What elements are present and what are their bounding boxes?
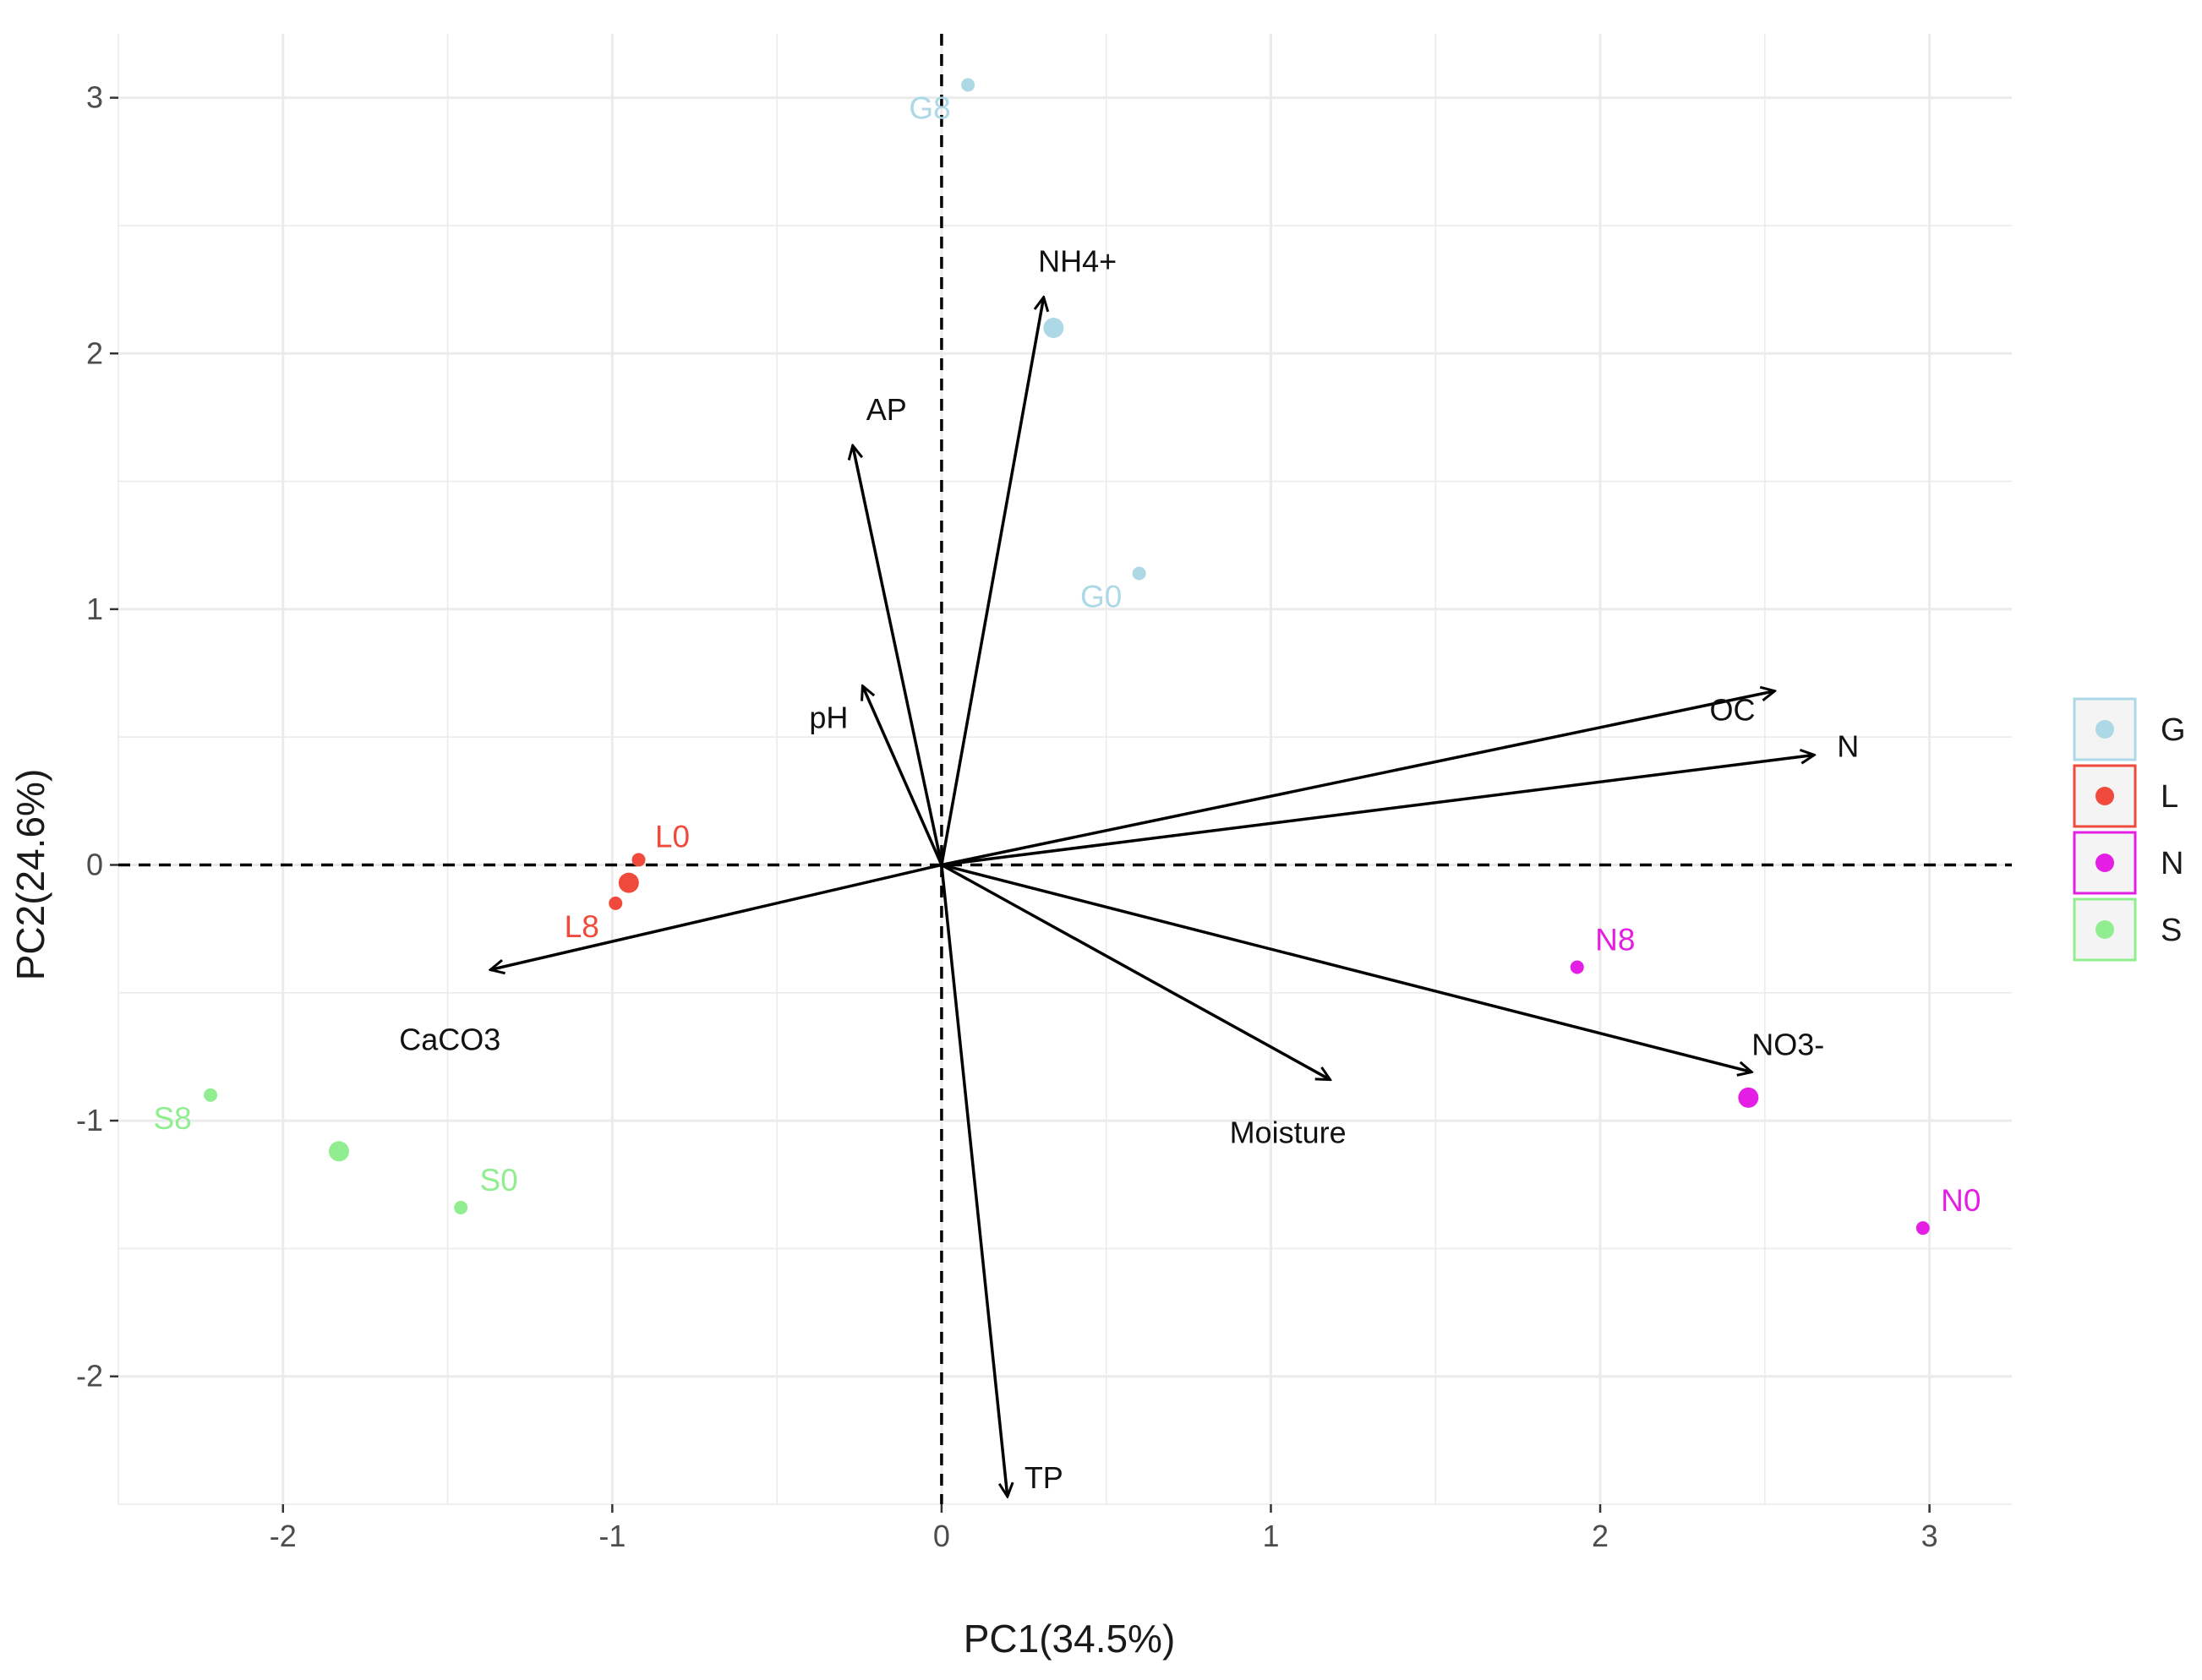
x-tick-label: 1 bbox=[1262, 1519, 1279, 1553]
sample-point bbox=[1915, 1221, 1930, 1235]
group-centroid-point bbox=[618, 872, 639, 893]
x-axis-title: PC1(34.5%) bbox=[964, 1617, 1176, 1661]
sample-label: L8 bbox=[565, 909, 599, 944]
sample-point bbox=[961, 78, 975, 92]
group-centroid-point bbox=[329, 1141, 350, 1162]
loading-arrow bbox=[941, 863, 1751, 1072]
x-tick-label: 3 bbox=[1921, 1519, 1938, 1553]
loading-arrow bbox=[490, 863, 943, 969]
legend-label: L bbox=[2161, 779, 2178, 815]
y-tick-label: -1 bbox=[76, 1103, 103, 1137]
x-tick-label: 2 bbox=[1592, 1519, 1609, 1553]
group-centroid-point bbox=[1043, 318, 1064, 338]
loading-arrow bbox=[941, 691, 1775, 867]
sample-label: N8 bbox=[1595, 923, 1635, 957]
legend-key-dot bbox=[2095, 920, 2114, 939]
legend-key-dot bbox=[2095, 720, 2114, 739]
sample-label: S8 bbox=[153, 1101, 191, 1136]
loading-label: N bbox=[1837, 728, 1859, 763]
loading-arrow bbox=[853, 445, 943, 865]
legend-label: S bbox=[2161, 913, 2182, 948]
legend-label: N bbox=[2161, 846, 2183, 881]
reference-lines bbox=[118, 34, 2012, 1504]
loading-label: NH4+ bbox=[1038, 244, 1117, 279]
x-tick-label: -1 bbox=[598, 1519, 626, 1553]
sample-label: G0 bbox=[1080, 580, 1122, 614]
loading-arrow bbox=[862, 686, 943, 866]
loading-label: TP bbox=[1025, 1460, 1063, 1495]
loading-arrow bbox=[940, 297, 1044, 865]
sample-label: S0 bbox=[480, 1163, 518, 1197]
loading-arrow bbox=[941, 755, 1814, 867]
legend-label: G bbox=[2161, 712, 2186, 748]
y-tick-label: 2 bbox=[86, 335, 103, 370]
legend-item: L bbox=[2073, 764, 2178, 828]
legend-item: N bbox=[2073, 831, 2183, 895]
y-axis-title: PC2(24.6%) bbox=[8, 769, 52, 981]
group-centroid-point bbox=[1738, 1087, 1759, 1108]
sample-points bbox=[204, 78, 1930, 1235]
y-tick-label: 3 bbox=[86, 80, 103, 115]
sample-point bbox=[609, 896, 623, 910]
x-tick-label: -2 bbox=[270, 1519, 297, 1553]
loading-arrow bbox=[940, 865, 1008, 1496]
sample-point bbox=[1570, 960, 1584, 974]
legend-item: S bbox=[2073, 897, 2182, 962]
sample-point bbox=[204, 1088, 218, 1102]
legend-key-dot bbox=[2095, 854, 2114, 872]
sample-point bbox=[631, 853, 646, 867]
sample-label: N0 bbox=[1941, 1183, 1981, 1218]
sample-point bbox=[454, 1200, 468, 1214]
axes: -2 -1 0 1 2 3 -2 -1 0 1 2 3 bbox=[76, 80, 1938, 1553]
y-tick-label: 1 bbox=[86, 592, 103, 626]
legend-item: G bbox=[2073, 697, 2186, 761]
sample-point bbox=[1132, 566, 1146, 581]
y-tick-label: 0 bbox=[86, 847, 103, 881]
sample-label: G8 bbox=[909, 91, 950, 126]
y-tick-label: -2 bbox=[76, 1359, 103, 1394]
sample-label: L0 bbox=[655, 819, 690, 854]
legend-key-dot bbox=[2095, 787, 2114, 805]
loading-label: pH bbox=[809, 701, 848, 735]
loading-label: Moisture bbox=[1230, 1115, 1347, 1150]
text-labels: NH4+ AP pH OC N CaCO3 NO3- Moisture TP G8 G0 L0 L8 N8… bbox=[153, 91, 1981, 1495]
loading-label: NO3- bbox=[1751, 1028, 1824, 1062]
loading-label: OC bbox=[1710, 693, 1756, 728]
x-tick-label: 0 bbox=[933, 1519, 950, 1553]
loading-label: CaCO3 bbox=[399, 1023, 500, 1057]
loading-arrow bbox=[941, 863, 1330, 1079]
loading-vectors bbox=[490, 297, 1814, 1497]
loading-label: AP bbox=[866, 392, 907, 427]
